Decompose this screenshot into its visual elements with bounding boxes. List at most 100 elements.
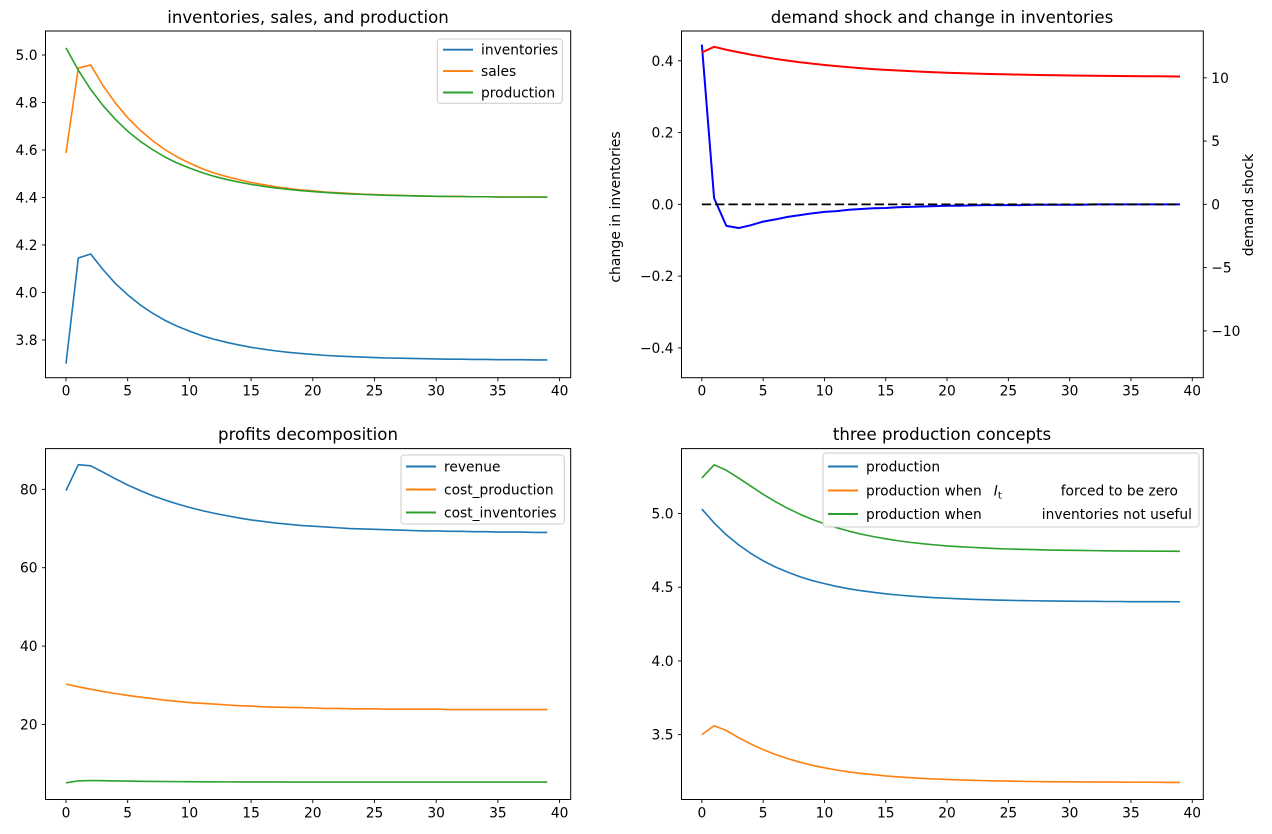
panel1-title: inventories, sales, and production [167,8,449,27]
legend: production production when It forced to be … [822,452,1200,528]
y2-tick-label: −5 [1211,261,1231,277]
y-tick-label: −0.4 [640,341,674,357]
x-tick-label: 15 [242,806,260,822]
y-tick-label: 3.5 [652,728,674,744]
legend-label-revenue: revenue [444,460,501,476]
x-tick-label: 40 [551,806,569,822]
series-change-in-inventories [700,44,1181,230]
legend-label-inventories: inventories [481,43,558,59]
legend-label-tail-inventories-not-useful: inventories not useful [1042,507,1192,523]
x-tick-label: 0 [697,806,706,822]
y-tick-label: 3.8 [16,333,38,349]
legend-label-sales: sales [481,64,516,80]
x-tick-label: 10 [816,806,834,822]
x-tick-label: 40 [1183,806,1201,822]
axes-frame [45,30,572,379]
legend-label-production-when: production when It [866,484,1002,502]
legend-frame [822,452,1200,528]
y2-tick-label: 10 [1211,71,1229,87]
x-tick-label: 10 [181,384,199,400]
x-tick-label: 30 [427,806,445,822]
x-tick-label: 35 [489,806,507,822]
axes-frame [45,448,572,800]
panel2-title: demand shock and change in inventories [771,8,1114,27]
y-tick-label: 20 [20,717,38,733]
y2-tick-label: 5 [1211,134,1220,150]
panel-demand-shock-and-change-in-inventories: 0 5 10 15 20 25 30 35 40 −0.4 −0.2 0.0 0.2 0.4 −10 −5 0 5… [640,30,1240,400]
series-demand-shock [701,45,1181,78]
panel-three-production-concepts: 0 5 10 15 20 25 30 35 403.54.04.55.0productionpr… [652,448,1204,822]
x-tick-label: 35 [489,384,507,400]
x-tick-label: 30 [1061,384,1079,400]
series-revenue [65,463,548,534]
y-tick-label: 5.0 [16,48,38,64]
x-tick-label: 15 [242,384,260,400]
y-tick-label: 4.0 [16,285,38,301]
y-tick-label: 4.0 [652,654,674,670]
x-tick-label: 40 [1183,384,1201,400]
axes-frame [681,30,1204,379]
x-tick-label: 35 [1122,806,1140,822]
legend-label-production: production [481,86,555,102]
series-production [701,508,1181,603]
y-tick-label: 40 [20,639,38,655]
x-tick-label: 0 [62,806,71,822]
y-tick-label: −0.2 [640,269,674,285]
x-tick-label: 25 [1000,806,1018,822]
x-tick-label: 15 [877,806,895,822]
x-tick-label: 10 [181,806,199,822]
y-tick-label: 4.6 [16,143,38,159]
legend-label-production-when: production when [866,507,982,523]
legend-label-tail-forced-to-be-zero: forced to be zero [1061,484,1178,500]
x-tick-label: 40 [551,384,569,400]
legend-label-cost-inventories: cost_inventories [444,506,557,522]
x-tick-label: 30 [1061,806,1079,822]
x-tick-label: 25 [1000,384,1018,400]
series-cost-production [65,683,548,711]
legend-frame [436,38,563,104]
y-tick-label: 60 [20,561,38,577]
panels-root: 0 5 10 15 20 25 30 35 40 3.8 4.0 4.2 4.4 4.6 4.8 5.0 inv… [16,30,1240,822]
x-tick-label: 0 [697,384,706,400]
panel-profits-decomposition: 0 5 10 15 20 25 30 35 40 20 40 60 80 revenue cost_prod… [20,448,572,822]
y-tick-label: 0.2 [652,126,674,142]
y-tick-label: 0.0 [652,197,674,213]
y-tick-label: 4.5 [652,580,674,596]
legend: revenue cost_production cost_inventories [400,454,565,525]
panel3-title: profits decomposition [218,425,398,444]
x-tick-label: 5 [123,806,132,822]
legend-label-production: production [866,460,940,476]
x-tick-label: 30 [427,384,445,400]
y-tick-label: 4.4 [16,190,38,206]
y-tick-label: 4.8 [16,95,38,111]
panel-inventories-sales-production: 0 5 10 15 20 25 30 35 40 3.8 4.0 4.2 4.4 4.6 4.8 5.0 inv… [16,30,572,400]
y-tick-label: 5.0 [652,506,674,522]
x-tick-label: 5 [759,806,768,822]
series-production-when-it-forced-to-be-zero [701,724,1181,784]
legend-frame [400,454,565,525]
legend-label-cost-production: cost_production [444,483,554,499]
x-tick-label: 5 [123,384,132,400]
x-tick-label: 20 [938,384,956,400]
x-tick-label: 20 [304,806,322,822]
axes-frame [681,448,1204,800]
y-tick-label: 4.2 [16,238,38,254]
series-production-when-inventories-not-useful [701,464,1181,553]
x-tick-label: 35 [1122,384,1140,400]
legend: inventories sales production [436,38,563,104]
x-tick-label: 10 [816,384,834,400]
x-tick-label: 5 [759,384,768,400]
x-tick-label: 25 [366,806,384,822]
y2-tick-label: −10 [1211,324,1240,340]
panel4-title: three production concepts [833,425,1051,444]
x-tick-label: 25 [366,384,384,400]
panel2-right-ylabel: demand shock [1241,153,1257,256]
x-tick-label: 20 [938,806,956,822]
x-tick-label: 15 [877,384,895,400]
y-tick-label: 0.4 [652,54,674,70]
series-inventories [65,253,548,364]
x-tick-label: 20 [304,384,322,400]
panel2-left-ylabel: change in inventories [608,131,624,282]
